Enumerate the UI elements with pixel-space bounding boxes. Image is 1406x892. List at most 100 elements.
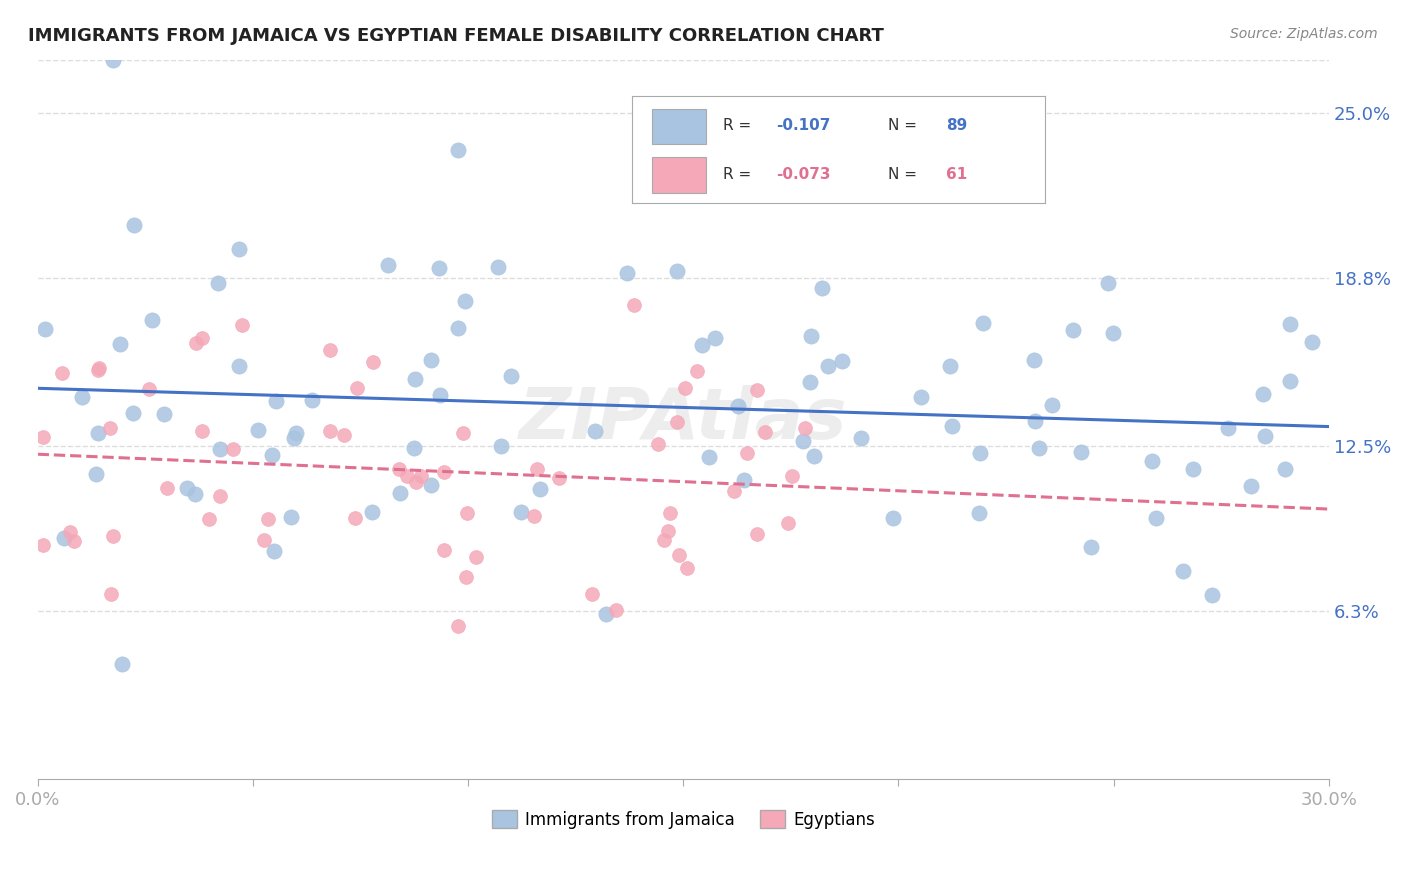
Point [831,353,853,368]
Point [1022,352,1045,367]
Point [499,368,522,383]
Point [668,548,690,562]
Point [433,542,456,557]
Point [623,298,645,312]
Point [153,408,176,422]
Point [803,449,825,463]
Point [727,399,749,413]
Point [447,321,470,335]
Point [447,619,470,633]
Point [456,506,478,520]
Point [32,430,55,444]
Point [108,336,131,351]
Point [156,482,179,496]
Point [34,322,56,336]
Point [849,431,872,445]
Point [747,384,769,398]
Point [967,506,990,520]
Point [101,53,124,67]
Point [231,318,253,332]
Point [280,510,302,524]
Point [53,531,76,545]
Point [253,533,276,547]
Point [489,439,512,453]
Point [420,352,443,367]
Point [409,469,432,483]
Point [1070,445,1092,459]
Point [723,484,745,499]
Point [1028,442,1050,456]
Point [1097,276,1119,290]
Point [454,570,477,584]
Point [939,359,962,373]
Point [1140,454,1163,468]
Point [1240,479,1263,493]
Point [1251,386,1274,401]
Point [747,526,769,541]
Point [70,390,93,404]
Point [446,144,468,158]
Point [98,421,121,435]
Point [941,418,963,433]
Point [388,462,411,476]
Point [344,511,367,525]
Point [346,381,368,395]
Text: ZIPAtlas: ZIPAtlas [519,384,848,454]
Point [486,260,509,274]
Point [405,475,427,490]
Point [266,393,288,408]
Point [63,534,86,549]
Point [190,331,212,345]
Point [754,425,776,439]
Point [377,258,399,272]
Point [257,512,280,526]
Point [794,420,817,434]
Point [733,473,755,487]
Point [361,355,384,369]
Point [427,261,450,276]
Point [402,441,425,455]
Point [799,375,821,389]
Point [59,525,82,540]
Point [666,264,689,278]
Point [419,477,441,491]
Point [395,468,418,483]
Point [433,465,456,479]
Point [581,587,603,601]
Point [605,603,627,617]
Point [333,428,356,442]
Point [595,607,617,621]
Point [1063,323,1085,337]
Point [87,361,110,376]
Point [1279,317,1302,331]
Point [84,467,107,481]
Point [222,442,245,456]
Point [647,436,669,450]
Point [360,504,382,518]
Point [686,364,709,378]
Point [198,511,221,525]
Point [208,442,231,456]
Point [800,328,823,343]
Point [1101,326,1123,341]
Point [184,486,207,500]
Point [817,359,839,373]
Point [792,434,814,449]
Point [1080,540,1102,554]
Point [101,529,124,543]
Point [87,362,110,376]
Point [453,426,475,441]
Point [523,508,546,523]
Point [1144,511,1167,525]
Point [454,294,477,309]
Point [263,544,285,558]
Point [184,335,207,350]
Point [100,586,122,600]
Legend: Immigrants from Jamaica, Egyptians: Immigrants from Jamaica, Egyptians [485,804,882,835]
Point [191,424,214,438]
Point [776,516,799,530]
Text: Source: ZipAtlas.com: Source: ZipAtlas.com [1230,27,1378,41]
Point [404,372,426,386]
Point [616,266,638,280]
Point [690,338,713,352]
